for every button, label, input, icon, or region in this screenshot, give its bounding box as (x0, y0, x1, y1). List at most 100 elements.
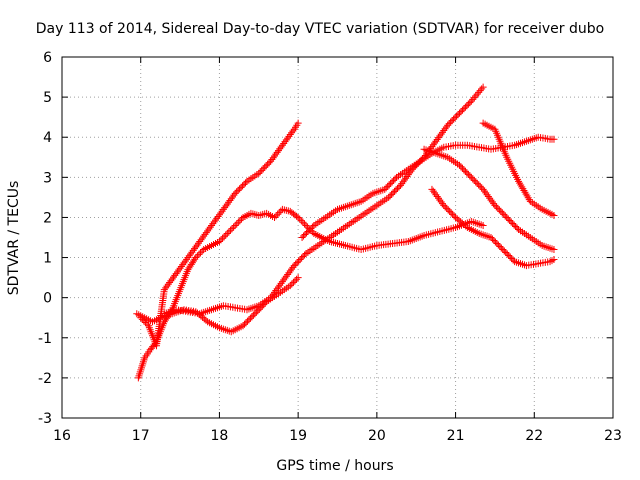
data-point (268, 292, 276, 300)
data-point (274, 210, 282, 218)
data-point (461, 103, 469, 111)
data-point (299, 218, 307, 226)
data-point (519, 185, 527, 193)
data-point (245, 316, 253, 324)
data-point (213, 214, 221, 222)
data-point (462, 222, 470, 230)
y-tick-label: 6 (43, 50, 52, 66)
data-point (286, 282, 294, 290)
data-point (523, 192, 531, 200)
data-point (452, 213, 460, 221)
x-tick-label: 23 (604, 428, 622, 444)
data-point (463, 102, 471, 110)
data-point (239, 182, 247, 190)
data-point (239, 322, 247, 330)
data-point (277, 279, 285, 287)
data-point (231, 189, 239, 197)
data-point (433, 135, 441, 143)
y-tick-label: 2 (43, 210, 52, 226)
data-point (492, 203, 500, 211)
data-point (447, 209, 455, 217)
data-point (295, 257, 303, 265)
data-point (504, 215, 512, 223)
data-point (236, 185, 244, 193)
data-point (292, 260, 300, 268)
data-point (454, 111, 462, 119)
data-point (251, 310, 259, 318)
data-point (187, 250, 195, 258)
data-point (206, 223, 214, 231)
data-point (450, 212, 458, 220)
data-point (491, 201, 499, 209)
data-point (435, 194, 443, 202)
data-point (237, 215, 245, 223)
data-point (550, 211, 558, 219)
data-point (225, 198, 233, 206)
x-tick-label: 16 (53, 428, 71, 444)
data-point (236, 217, 244, 225)
data-point (400, 176, 408, 184)
data-point (464, 100, 472, 108)
data-point (272, 287, 280, 295)
data-point (505, 252, 513, 260)
data-point (255, 169, 263, 177)
data-point (262, 162, 270, 170)
data-point (518, 183, 526, 191)
data-point (524, 194, 532, 202)
data-point (237, 183, 245, 191)
data-point (225, 228, 233, 236)
data-point (242, 319, 250, 327)
data-point (285, 132, 293, 140)
data-point (550, 246, 558, 254)
y-tick-label: 1 (43, 251, 52, 267)
data-point (500, 247, 508, 255)
data-point (278, 278, 286, 286)
data-point (226, 197, 234, 205)
data-point (304, 227, 312, 235)
data-point (480, 187, 488, 195)
data-point (194, 239, 202, 247)
data-point (258, 166, 266, 174)
data-point (231, 221, 239, 229)
data-point (433, 192, 441, 200)
data-point (460, 166, 468, 174)
y-tick-label: 0 (43, 291, 52, 307)
data-point (272, 150, 280, 158)
data-point (298, 254, 306, 262)
data-point (160, 286, 168, 294)
data-point (431, 139, 439, 147)
y-tick-label: -1 (38, 331, 52, 347)
data-point (446, 207, 454, 215)
data-point (515, 177, 523, 185)
data-point (384, 182, 392, 190)
y-tick-label: -2 (38, 371, 52, 387)
data-point (447, 118, 455, 126)
plot-frame (61, 56, 614, 419)
data-point (441, 203, 449, 211)
data-point (386, 192, 394, 200)
data-point (470, 94, 478, 102)
data-point (281, 138, 289, 146)
data-point (508, 255, 516, 263)
data-point (177, 262, 185, 270)
data-point (215, 211, 223, 219)
data-point (193, 241, 201, 249)
data-point (308, 223, 316, 231)
data-point (437, 198, 445, 206)
data-point (494, 241, 502, 249)
x-tick-label: 18 (211, 428, 229, 444)
data-point (301, 251, 309, 259)
data-point (175, 266, 183, 274)
data-point (285, 269, 293, 277)
x-tick-label: 21 (447, 428, 465, 444)
data-point (240, 180, 248, 188)
data-point (264, 160, 272, 168)
data-point (294, 119, 302, 127)
data-point (488, 198, 496, 206)
data-point (267, 157, 275, 165)
data-point (490, 237, 498, 245)
data-point (486, 194, 494, 202)
data-point (467, 173, 475, 181)
data-point (303, 229, 311, 237)
